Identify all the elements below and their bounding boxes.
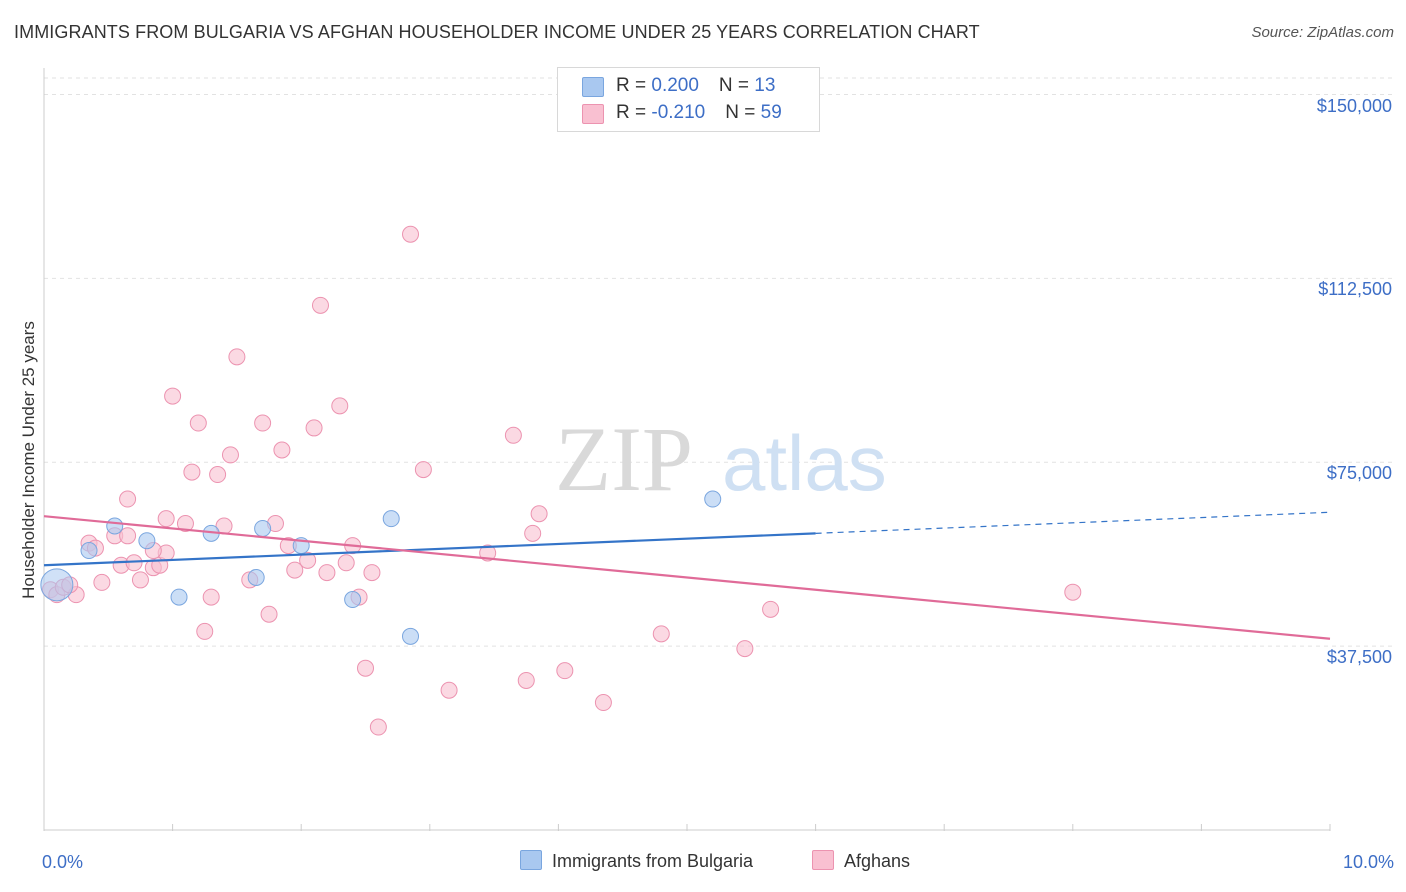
afghans-point-5 xyxy=(93,573,111,591)
afghans-point-28 xyxy=(228,348,246,366)
afghans-point-19 xyxy=(176,515,194,533)
bulgaria-point-0 xyxy=(40,568,74,602)
afghans-point-56 xyxy=(594,694,612,712)
y-tick-label-2: $112,500 xyxy=(1318,279,1392,300)
chart-title: IMMIGRANTS FROM BULGARIA VS AFGHAN HOUSE… xyxy=(14,22,980,42)
afghans-point-46 xyxy=(369,718,387,736)
afghans-point-60 xyxy=(1064,583,1082,601)
afghans-point-40 xyxy=(331,397,349,415)
legend-swatch-afghans xyxy=(582,104,604,124)
legend-text-afghans: R = -0.210 N = 59 xyxy=(616,102,782,123)
afghans-point-57 xyxy=(652,625,670,643)
bottom-legend-swatch-afghans xyxy=(812,850,834,870)
afghans-point-27 xyxy=(221,446,239,464)
afghans-point-39 xyxy=(318,564,336,582)
afghans-point-35 xyxy=(286,561,304,579)
bulgaria-point-1 xyxy=(80,542,98,560)
data-points xyxy=(40,225,1082,736)
bulgaria-point-3 xyxy=(138,532,156,550)
axes xyxy=(43,68,1331,831)
bulgaria-point-9 xyxy=(344,591,362,609)
afghans-point-38 xyxy=(311,296,329,314)
afghans-point-13 xyxy=(131,571,149,589)
bottom-legend-swatch-bulgaria xyxy=(520,850,542,870)
afghans-point-23 xyxy=(196,622,214,640)
afghans-point-48 xyxy=(414,461,432,479)
bulgaria-point-6 xyxy=(247,568,265,586)
legend: R = 0.200 N = 13 R = -0.210 N = 59 xyxy=(557,67,820,132)
afghans-trend-line xyxy=(43,515,1331,640)
bulgaria-point-12 xyxy=(704,490,722,508)
y-tick-label-3: $150,000 xyxy=(1316,95,1392,116)
afghans-point-53 xyxy=(524,524,542,542)
y-axis-label: Householder Income Under 25 years xyxy=(19,321,38,599)
watermark: ZIP atlas xyxy=(555,408,887,510)
y-tick-label-1: $75,000 xyxy=(1326,463,1392,484)
afghans-point-55 xyxy=(556,662,574,680)
afghans-point-51 xyxy=(504,426,522,444)
bulgaria-trend-extension xyxy=(815,511,1331,534)
afghans-point-37 xyxy=(305,419,323,437)
afghans-point-59 xyxy=(762,600,780,618)
bulgaria-point-2 xyxy=(106,517,124,535)
bulgaria-point-11 xyxy=(402,627,420,645)
bottom-legend-label-bulgaria: Immigrants from Bulgaria xyxy=(552,851,754,871)
afghans-point-24 xyxy=(202,588,220,606)
bottom-legend-afghans: Afghans xyxy=(812,850,910,872)
gridlines xyxy=(44,77,1395,647)
afghans-point-47 xyxy=(402,225,420,243)
afghans-point-25 xyxy=(209,466,227,484)
x-tick-label-0: 0.0% xyxy=(42,852,84,872)
afghans-point-49 xyxy=(440,681,458,699)
trend-lines xyxy=(43,511,1331,640)
afghans-point-45 xyxy=(363,564,381,582)
afghans-point-58 xyxy=(736,640,754,658)
afghans-point-22 xyxy=(189,414,207,432)
bulgaria-point-7 xyxy=(254,519,272,537)
bottom-legend-bulgaria: Immigrants from Bulgaria xyxy=(520,850,753,872)
legend-swatch-bulgaria xyxy=(582,77,604,97)
afghans-point-12 xyxy=(119,490,137,508)
y-axis-label-wrap: Householder Income Under 25 years xyxy=(14,290,44,630)
bottom-legend-label-afghans: Afghans xyxy=(844,851,911,871)
afghans-point-10 xyxy=(119,527,137,545)
afghans-point-36 xyxy=(299,551,317,569)
afghans-point-54 xyxy=(530,505,548,523)
bulgaria-point-10 xyxy=(382,510,400,528)
afghans-point-30 xyxy=(254,414,272,432)
afghans-point-41 xyxy=(337,554,355,572)
bulgaria-trend-line xyxy=(43,532,816,567)
afghans-point-31 xyxy=(260,605,278,623)
afghans-point-44 xyxy=(357,659,374,677)
afghans-point-52 xyxy=(517,671,535,689)
legend-text-bulgaria: R = 0.200 N = 13 xyxy=(616,75,776,96)
bulgaria-point-4 xyxy=(170,588,188,606)
x-tick-label-1: 10.0% xyxy=(1342,852,1394,872)
afghans-point-20 xyxy=(164,387,182,405)
afghans-point-33 xyxy=(273,441,291,459)
watermark-zip: ZIP xyxy=(555,408,693,510)
watermark-atlas: atlas xyxy=(722,419,887,507)
source-label: Source: ZipAtlas.com xyxy=(1251,24,1394,41)
afghans-point-21 xyxy=(183,463,201,481)
afghans-point-50 xyxy=(479,544,497,562)
y-tick-label-0: $37,500 xyxy=(1326,647,1392,668)
afghans-point-18 xyxy=(157,510,175,528)
